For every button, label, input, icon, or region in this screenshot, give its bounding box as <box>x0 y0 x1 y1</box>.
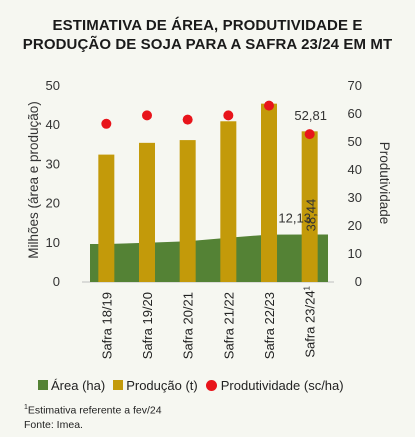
legend-label-productivity: Produtividade (sc/ha) <box>220 377 344 393</box>
left-tick-40: 40 <box>46 117 60 132</box>
x-tick-group-1: Safra 18/19 <box>99 292 114 359</box>
footnote-note: 1Estimativa referente a fev/24 <box>24 401 162 418</box>
production-bar-5 <box>261 103 277 282</box>
productivity-point-1 <box>101 118 112 129</box>
area-series <box>90 234 328 282</box>
x-tick-group-4: Safra 21/22 <box>221 292 236 359</box>
legend-item-production: Produção (t) <box>113 378 198 393</box>
x-tick-6: Safra 23/241 <box>303 285 318 357</box>
chart-title: ESTIMATIVA DE ÁREA, PRODUTIVIDADE E PROD… <box>0 16 415 54</box>
x-tick-3: Safra 20/21 <box>181 292 196 359</box>
productivity-point-6 <box>304 129 315 140</box>
right-tick-10: 10 <box>348 246 362 261</box>
x-tick-group-6: Safra 23/241 <box>303 285 318 357</box>
legend-item-productivity: Produtividade (sc/ha) <box>205 377 344 393</box>
left-tick-30: 30 <box>46 156 60 171</box>
x-tick-group-5: Safra 22/23 <box>262 292 277 359</box>
legend-item-area: Área (ha) <box>38 378 105 393</box>
productivity-point-3 <box>182 114 193 125</box>
area-fill <box>90 234 328 282</box>
left-axis-ticks: 0 10 20 30 40 50 <box>46 78 60 289</box>
x-tick-base-text: Safra 23/24 <box>303 290 318 357</box>
productivity-points <box>101 100 315 140</box>
production-bar-1 <box>98 154 115 282</box>
legend: Área (ha) Produção (t) Produtividade (sc… <box>38 376 352 394</box>
production-bars <box>98 103 318 282</box>
y-axis-label-right: Produtividade <box>377 142 392 225</box>
right-tick-20: 20 <box>348 218 362 233</box>
x-axis-ticks: Safra 18/19 Safra 19/20 Safra 20/21 Safra 2… <box>99 285 317 359</box>
x-tick-superscript: 1 <box>303 285 312 290</box>
legend-swatch-productivity <box>205 379 217 391</box>
right-tick-40: 40 <box>348 162 362 177</box>
x-tick-group-3: Safra 20/21 <box>181 292 196 359</box>
footnote-note-text: Estimativa referente a fev/24 <box>27 404 162 417</box>
footnote-marker: 1 <box>24 404 28 411</box>
production-bar-4 <box>220 121 237 282</box>
data-label-production-group: 38,44 <box>304 199 319 232</box>
footnote-source: Fonte: Imea. <box>24 418 83 431</box>
data-label-productivity-last: 52,81 <box>294 108 327 123</box>
productivity-point-2 <box>142 110 152 121</box>
x-tick-1: Safra 18/19 <box>99 292 114 359</box>
production-bar-2 <box>139 142 155 282</box>
x-tick-group-2: Safra 19/20 <box>140 292 155 359</box>
legend-swatch-area <box>38 380 48 390</box>
chart-title-line-2: PRODUÇÃO DE SOJA PARA A SAFRA 23/24 EM M… <box>22 36 393 53</box>
data-label-production-last: 38,44 <box>304 199 319 232</box>
legend-label-area: Área (ha) <box>51 377 106 393</box>
x-tick-4: Safra 21/22 <box>221 292 236 359</box>
productivity-point-5 <box>264 100 274 111</box>
right-tick-60: 60 <box>348 106 362 121</box>
left-tick-0: 0 <box>53 274 60 289</box>
x-tick-2: Safra 19/20 <box>140 292 155 359</box>
footnote: 1Estimativa referente a fev/24 Fonte: Im… <box>24 401 162 432</box>
productivity-point-4 <box>223 110 234 121</box>
x-tick-5: Safra 22/23 <box>262 292 277 359</box>
left-tick-20: 20 <box>46 196 60 211</box>
legend-label-production: Produção (t) <box>126 377 198 393</box>
right-tick-70: 70 <box>348 78 362 93</box>
production-bar-3 <box>179 140 196 282</box>
right-axis-ticks: 0 10 20 30 40 50 60 70 <box>348 78 362 289</box>
right-tick-30: 30 <box>348 190 362 205</box>
right-tick-0: 0 <box>355 274 362 289</box>
data-labels: 12,13 52,81 38,44 <box>278 108 327 231</box>
y-axis-label-left: Milhões (área e produção) <box>26 101 41 259</box>
left-tick-50: 50 <box>46 78 60 93</box>
legend-swatch-production <box>113 380 124 390</box>
production-bar-6 <box>301 131 318 282</box>
right-tick-50: 50 <box>348 134 362 149</box>
data-label-area-last: 12,13 <box>278 210 311 225</box>
chart-title-line-1: ESTIMATIVA DE ÁREA, PRODUTIVIDADE E <box>52 17 363 34</box>
left-tick-10: 10 <box>46 235 60 250</box>
